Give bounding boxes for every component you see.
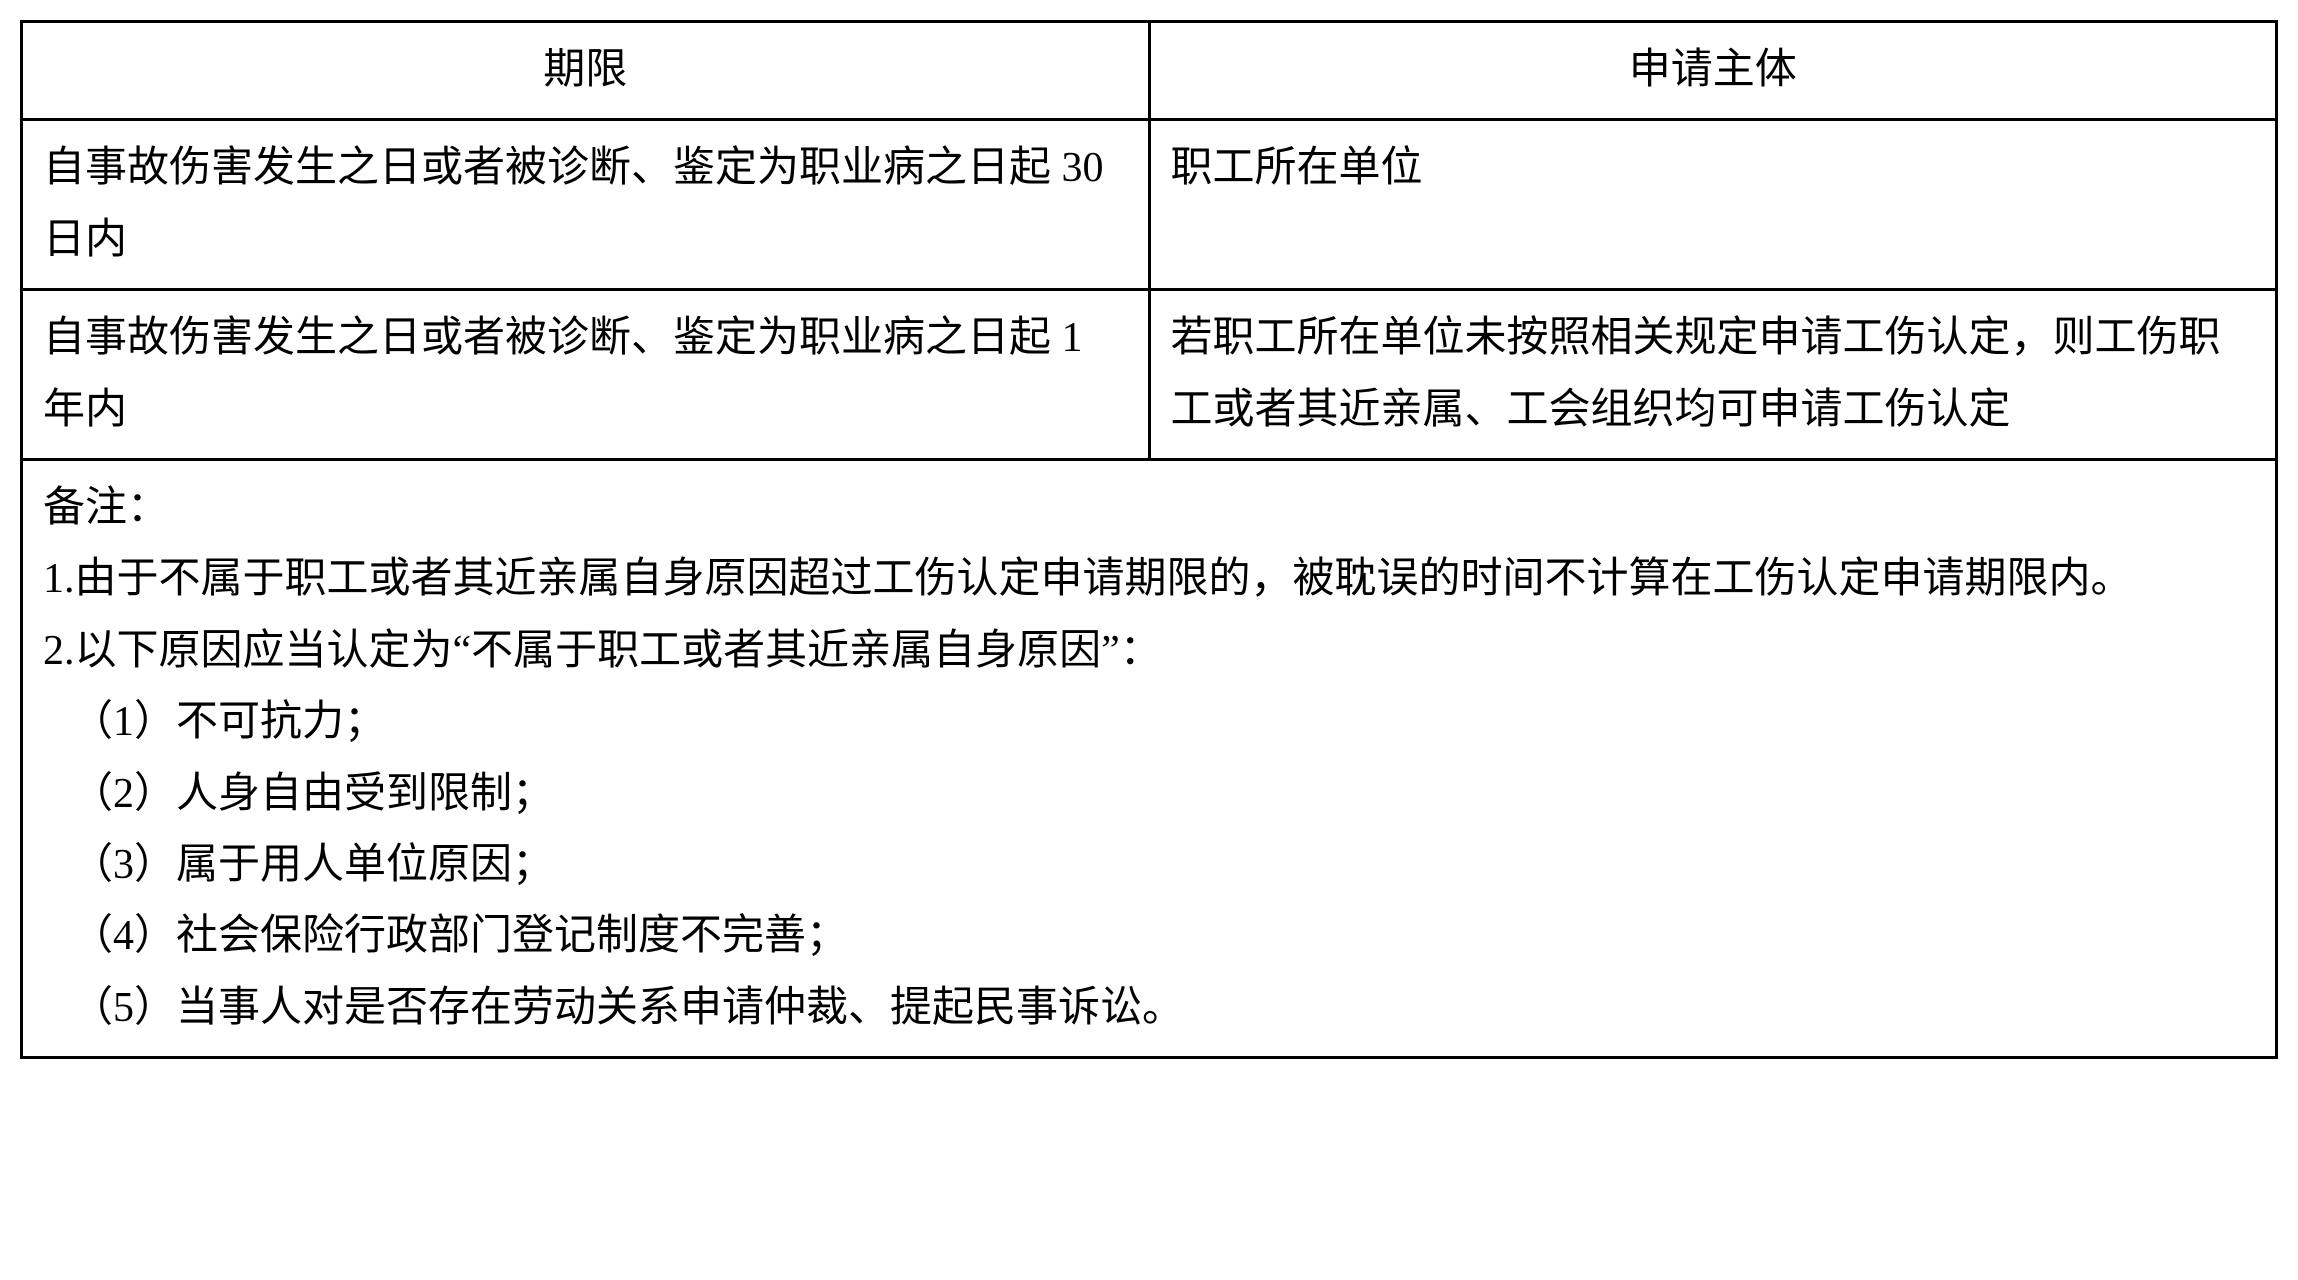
notes-sub-5: （5）当事人对是否存在劳动关系申请仲裁、提起民事诉讼。	[43, 973, 2255, 1044]
document-table-wrapper: 期限 申请主体 自事故伤害发生之日或者被诊断、鉴定为职业病之日起 30 日内 职…	[20, 20, 2278, 1059]
table-notes-row: 备注： 1.由于不属于职工或者其近亲属自身原因超过工伤认定申请期限的，被耽误的时…	[22, 459, 2277, 1057]
main-table: 期限 申请主体 自事故伤害发生之日或者被诊断、鉴定为职业病之日起 30 日内 职…	[20, 20, 2278, 1059]
row1-col1: 自事故伤害发生之日或者被诊断、鉴定为职业病之日起 30 日内	[22, 120, 1150, 290]
notes-sub-1: （1）不可抗力；	[43, 687, 2255, 758]
table-row: 自事故伤害发生之日或者被诊断、鉴定为职业病之日起 30 日内 职工所在单位	[22, 120, 2277, 290]
notes-title: 备注：	[43, 473, 2255, 544]
table-header-row: 期限 申请主体	[22, 22, 2277, 120]
row1-col2: 职工所在单位	[1149, 120, 2277, 290]
notes-line-2: 2.以下原因应当认定为“不属于职工或者其近亲属自身原因”：	[43, 616, 2255, 687]
notes-cell: 备注： 1.由于不属于职工或者其近亲属自身原因超过工伤认定申请期限的，被耽误的时…	[22, 459, 2277, 1057]
notes-line-1: 1.由于不属于职工或者其近亲属自身原因超过工伤认定申请期限的，被耽误的时间不计算…	[43, 544, 2255, 615]
row2-col1: 自事故伤害发生之日或者被诊断、鉴定为职业病之日起 1 年内	[22, 290, 1150, 460]
table-row: 自事故伤害发生之日或者被诊断、鉴定为职业病之日起 1 年内 若职工所在单位未按照…	[22, 290, 2277, 460]
notes-sub-3: （3）属于用人单位原因；	[43, 830, 2255, 901]
header-col2: 申请主体	[1149, 22, 2277, 120]
notes-sub-2: （2）人身自由受到限制；	[43, 759, 2255, 830]
header-col1: 期限	[22, 22, 1150, 120]
row2-col2: 若职工所在单位未按照相关规定申请工伤认定，则工伤职工或者其近亲属、工会组织均可申…	[1149, 290, 2277, 460]
notes-sub-4: （4）社会保险行政部门登记制度不完善；	[43, 901, 2255, 972]
